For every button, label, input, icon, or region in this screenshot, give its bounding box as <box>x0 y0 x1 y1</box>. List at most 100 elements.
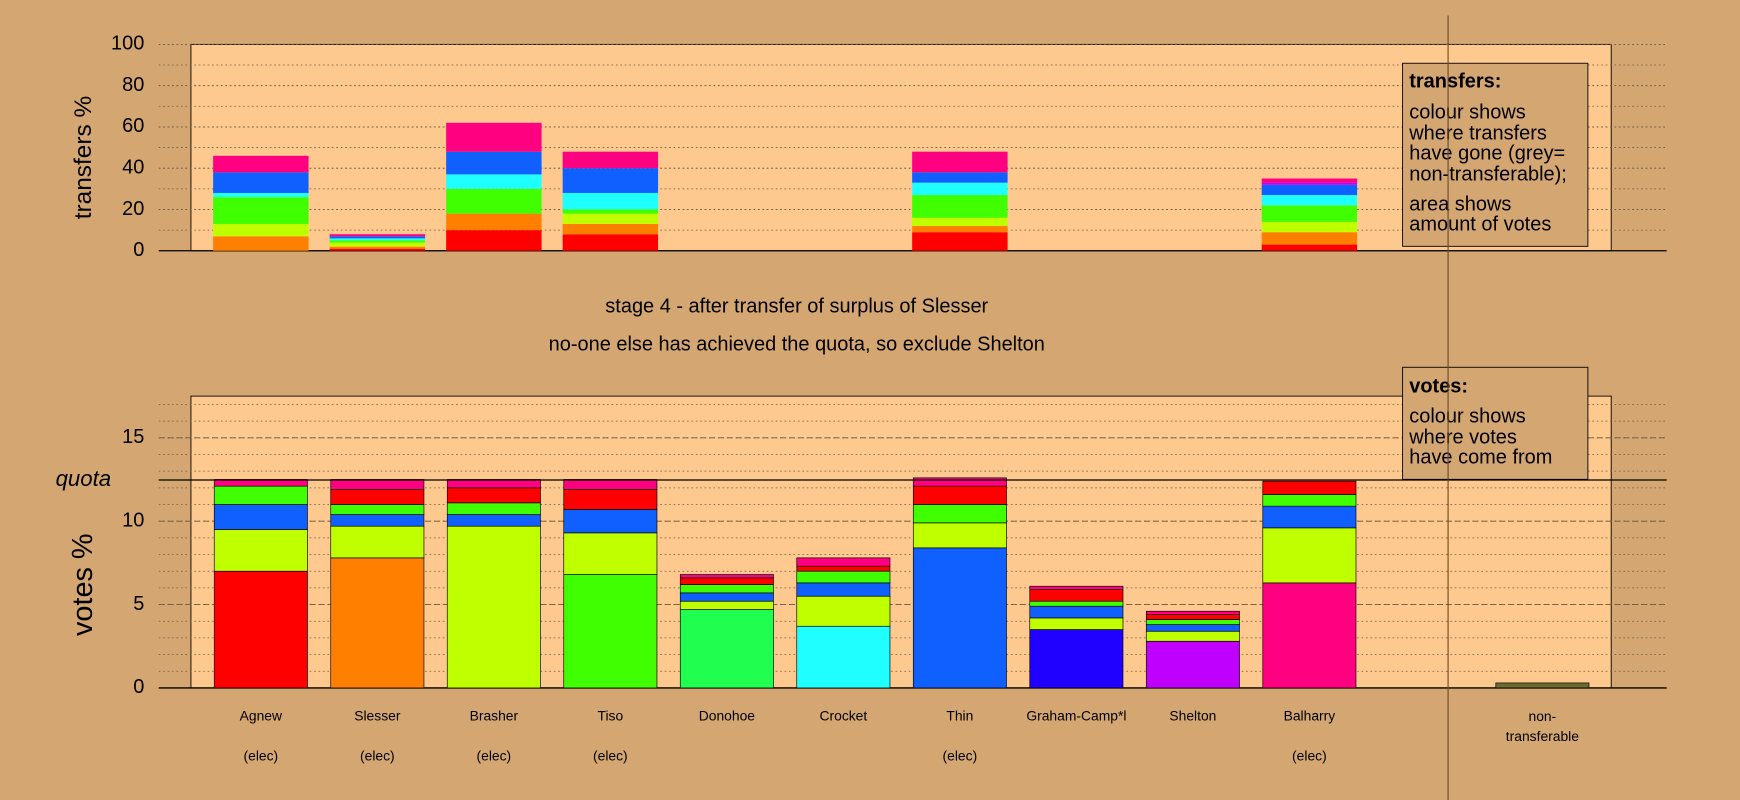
bar-segment <box>446 525 541 689</box>
x-tick-label: Balharry <box>1284 707 1336 723</box>
note-line: where votes <box>1408 427 1517 449</box>
x-tick-label: non-transferable <box>1506 707 1579 743</box>
bar-segment <box>562 223 659 235</box>
bar-segment <box>330 489 425 505</box>
y-tick-label: 10 <box>122 509 144 531</box>
bar-segment <box>562 151 659 169</box>
bar-segment <box>213 223 309 237</box>
x-sublabel: (elec) <box>477 747 512 763</box>
bar-segment <box>679 574 774 579</box>
bar-segment <box>446 479 541 489</box>
y-tick-label: 0 <box>133 676 144 698</box>
label-part: non- <box>1529 707 1557 723</box>
y-tick-label: 60 <box>122 115 144 137</box>
bar-segment <box>329 242 426 247</box>
y-tick-label: 20 <box>122 198 144 220</box>
bar-segment <box>679 577 774 585</box>
bar-segment <box>912 172 1008 183</box>
bar-segment <box>446 230 542 251</box>
label-part: transferable <box>1506 727 1579 743</box>
bottom-plot-area <box>190 395 1612 689</box>
bar-segment <box>213 192 309 198</box>
bar-segment <box>329 240 426 243</box>
bar-segment <box>329 238 426 241</box>
bar-segment <box>796 595 891 627</box>
bar-segment <box>213 155 309 173</box>
x-tick-label: Tiso <box>598 707 624 723</box>
bar-segment <box>912 182 1008 196</box>
subtitle: no-one else has achieved the quota, so e… <box>549 333 1045 355</box>
x-sublabel: (elec) <box>360 747 395 763</box>
bar-segment <box>679 600 774 610</box>
note-line: non-transferable); <box>1409 164 1567 186</box>
bar-segment <box>912 504 1007 524</box>
x-tick-label: Graham-Camp*l <box>1026 707 1126 723</box>
bar-segment <box>1029 605 1124 619</box>
bar-segment <box>1261 232 1358 245</box>
bar-segment <box>912 151 1008 173</box>
y-tick-label: 100 <box>111 33 144 55</box>
bar-segment <box>1029 589 1124 602</box>
note-title: votes: <box>1409 376 1468 398</box>
bar-segment <box>796 557 891 567</box>
bar-segment <box>446 188 542 214</box>
bar-segment <box>1145 630 1240 642</box>
bar-segment <box>446 213 542 231</box>
bar-segment <box>1262 505 1357 529</box>
bar-segment <box>912 217 1008 226</box>
quota-label: quota <box>56 466 112 491</box>
bar-segment <box>563 479 658 490</box>
bar-segment <box>1261 244 1358 251</box>
bar-segment <box>563 574 658 689</box>
bar-segment <box>213 485 308 505</box>
bar-segment <box>912 232 1008 251</box>
bar-segment <box>563 532 658 575</box>
x-sublabel: (elec) <box>593 747 628 763</box>
bar-segment <box>562 192 659 210</box>
bar-segment <box>330 479 425 490</box>
bar-segment <box>1145 614 1240 620</box>
bar-segment <box>213 172 309 193</box>
x-tick-label: Donohoe <box>699 707 756 723</box>
bar-segment <box>1261 182 1358 185</box>
bar-segment <box>679 584 774 594</box>
bar-segment <box>329 234 426 237</box>
note-line: amount of votes <box>1409 214 1551 236</box>
y-axis-label: votes % <box>67 533 99 636</box>
bar-segment <box>562 209 659 214</box>
bar-segment <box>1261 178 1358 183</box>
bar-segment <box>1262 480 1357 495</box>
bar-segment <box>1029 617 1124 630</box>
bar-segment <box>1145 640 1240 689</box>
x-tick-label: Slesser <box>354 707 401 723</box>
x-tick-label: Brasher <box>470 707 519 723</box>
bar-segment <box>1495 682 1590 689</box>
y-tick-label: 0 <box>133 239 144 261</box>
bar-segment <box>1261 205 1358 222</box>
transfers-note-box <box>1402 62 1589 247</box>
bar-segment <box>796 565 891 572</box>
bar-segment <box>1145 624 1240 632</box>
bar-segment <box>446 487 541 504</box>
bar-segment <box>213 197 309 224</box>
x-tick-label: Thin <box>946 707 973 723</box>
note-line: colour shows <box>1409 101 1526 123</box>
bar-segment <box>679 609 774 689</box>
bar-segment <box>562 234 659 251</box>
bar-segment <box>1145 610 1240 615</box>
note-line: area shows <box>1409 194 1511 216</box>
note-line: where transfers <box>1408 123 1547 145</box>
bar-segment <box>1029 600 1124 607</box>
x-sublabel: (elec) <box>244 747 279 763</box>
note-line: have gone (grey= <box>1409 143 1565 165</box>
y-tick-label: 80 <box>122 74 144 96</box>
x-sublabel: (elec) <box>1292 747 1327 763</box>
bar-segment <box>329 246 426 249</box>
bar-segment <box>330 504 425 515</box>
title: stage 4 - after transfer of surplus of S… <box>605 296 988 318</box>
x-tick-label: Agnew <box>240 707 283 723</box>
bar-segment <box>796 582 891 597</box>
x-tick-label: Shelton <box>1169 707 1216 723</box>
bar-segment <box>912 485 1007 505</box>
bar-segment <box>1029 629 1124 689</box>
